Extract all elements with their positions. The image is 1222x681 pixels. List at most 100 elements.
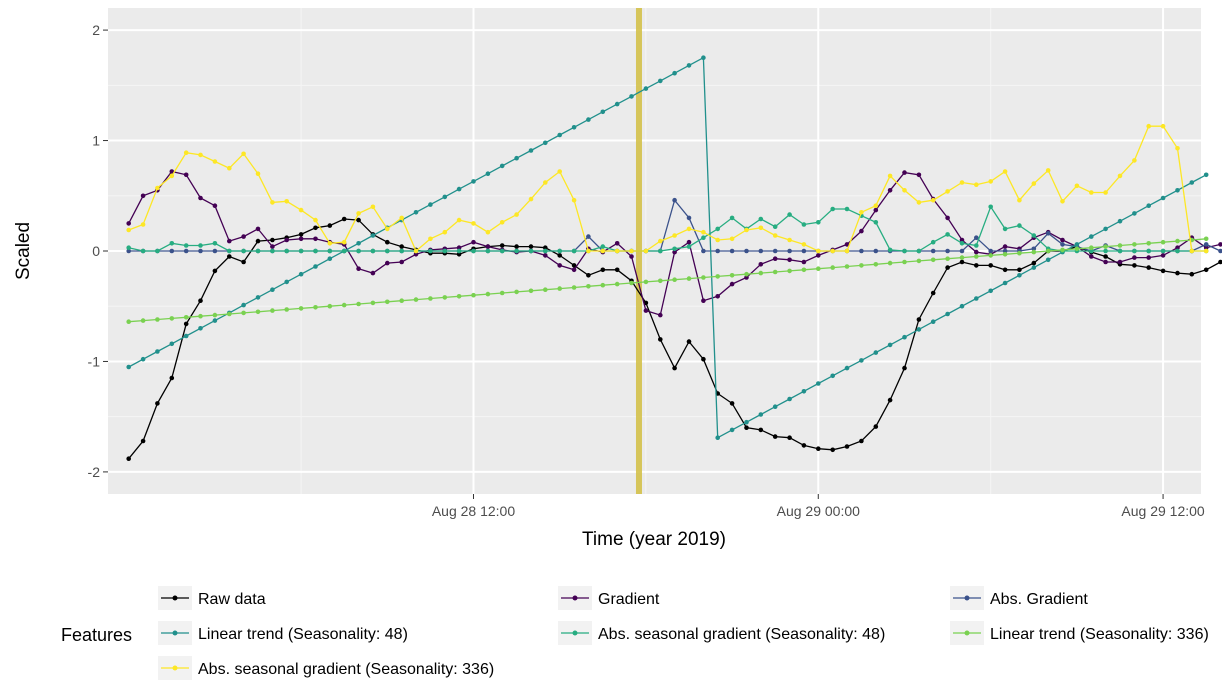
data-point [1031, 233, 1037, 238]
data-point [729, 248, 735, 254]
data-point [284, 248, 290, 254]
data-point [155, 317, 160, 322]
data-point [140, 222, 146, 227]
data-point [399, 259, 405, 265]
data-point [830, 373, 835, 379]
data-point [801, 443, 807, 448]
data-point [1017, 223, 1022, 228]
data-point [658, 312, 663, 318]
data-point [341, 216, 347, 222]
data-point [686, 63, 692, 68]
data-point [1203, 236, 1209, 242]
data-point [140, 248, 146, 254]
data-point [902, 365, 907, 371]
series-line [128, 56, 1207, 439]
data-point [485, 171, 491, 176]
legend-item: Gradient [558, 586, 660, 610]
data-point [227, 311, 232, 317]
data-point [902, 259, 907, 265]
data-point [816, 253, 821, 258]
data-point [729, 215, 735, 221]
data-point [614, 267, 620, 273]
data-point [816, 446, 821, 452]
data-point [658, 78, 663, 84]
data-point [499, 248, 505, 254]
data-point [514, 248, 519, 254]
x-axis-title: Time (year 2019) [582, 529, 726, 550]
data-point [1189, 180, 1195, 185]
legend: Raw data Gradient Abs. Gradient Linear tren… [158, 586, 1209, 680]
data-point [988, 179, 993, 184]
data-point [887, 260, 893, 266]
data-point [1175, 270, 1180, 276]
data-point [715, 248, 720, 254]
data-point [586, 273, 591, 278]
data-point [844, 242, 850, 247]
data-point [169, 169, 175, 174]
data-point [341, 302, 347, 308]
data-point [442, 194, 448, 200]
data-point [873, 248, 879, 254]
data-point [787, 248, 792, 254]
data-point [830, 265, 835, 270]
data-point [988, 248, 993, 254]
data-point [729, 273, 735, 278]
data-point [1045, 231, 1051, 236]
data-point [514, 212, 519, 217]
data-point [557, 253, 562, 258]
data-point [801, 242, 807, 247]
data-point [614, 241, 620, 246]
data-point [1117, 218, 1123, 224]
data-point [672, 197, 677, 203]
data-point [1203, 245, 1209, 250]
data-point [715, 226, 720, 232]
data-point [686, 339, 692, 344]
data-point [586, 284, 591, 289]
data-point [945, 215, 950, 221]
data-point [772, 404, 778, 410]
data-point [801, 389, 807, 394]
data-point [715, 435, 720, 441]
data-point [370, 248, 376, 254]
data-point [1103, 190, 1108, 195]
data-point [399, 244, 405, 249]
data-point [140, 438, 146, 444]
data-point [816, 248, 821, 254]
data-point [758, 225, 764, 231]
data-point [456, 245, 462, 250]
data-point [945, 311, 950, 317]
data-point [701, 356, 706, 362]
data-point [1189, 248, 1195, 254]
data-point [701, 229, 706, 235]
data-point [772, 233, 778, 238]
data-point [499, 220, 505, 225]
data-point [959, 241, 965, 246]
data-point [1117, 173, 1123, 179]
data-point [1045, 257, 1051, 263]
data-point [801, 248, 807, 254]
data-point [959, 180, 965, 185]
legend-item: Linear trend (Seasonality: 48) [158, 621, 408, 645]
data-point [816, 220, 821, 225]
data-point [974, 254, 979, 259]
data-point [255, 226, 261, 232]
data-point [428, 248, 433, 254]
legend-key-point [172, 595, 178, 601]
data-point [155, 185, 160, 191]
data-point [945, 248, 950, 254]
data-point [557, 169, 562, 174]
data-point [930, 257, 936, 263]
data-point [686, 244, 692, 249]
data-point [859, 358, 864, 363]
data-point [183, 248, 189, 254]
data-point [313, 264, 318, 269]
y-tick-label: -2 [88, 464, 101, 480]
data-point [787, 212, 792, 217]
data-point [356, 217, 361, 223]
data-point [801, 267, 807, 273]
data-point [183, 150, 189, 155]
data-point [629, 248, 634, 254]
data-point [772, 434, 778, 439]
data-point [528, 244, 534, 249]
data-point [356, 248, 361, 254]
